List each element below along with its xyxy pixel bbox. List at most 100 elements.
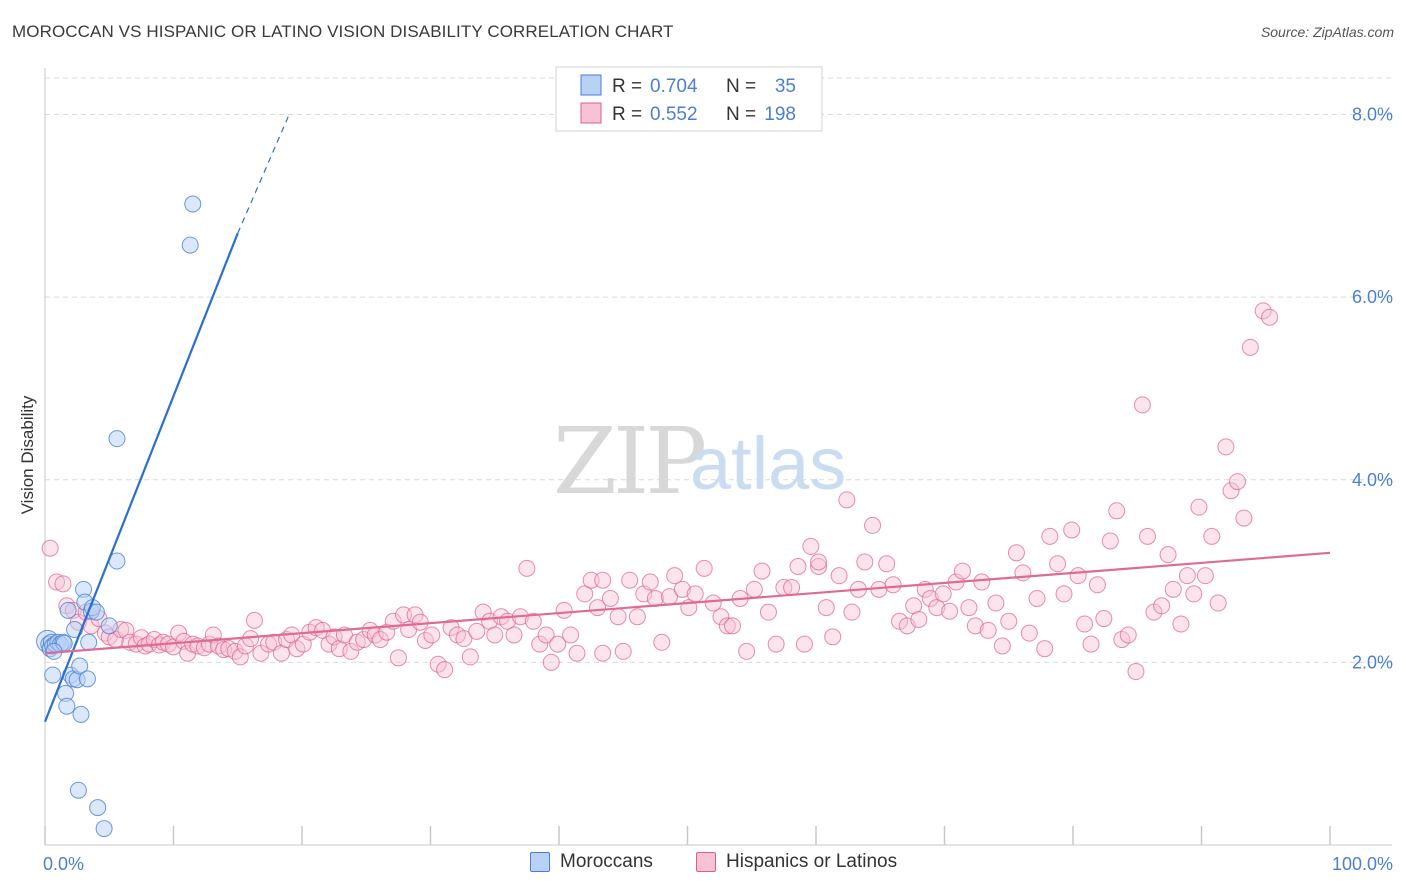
hispanic-point bbox=[549, 635, 567, 653]
tick-labels: 2.0% 4.0% 6.0% 8.0% 0.0% 100.0% Vision Disabil… bbox=[18, 105, 1393, 874]
y-tick-label: 8.0% bbox=[1352, 105, 1393, 125]
hispanic-point bbox=[686, 585, 704, 603]
hispanic-point bbox=[1076, 615, 1094, 633]
moroccan-point bbox=[89, 799, 107, 817]
hispanic-point bbox=[934, 585, 952, 603]
hispanic-point bbox=[609, 608, 627, 626]
hispanic-point bbox=[1127, 663, 1145, 681]
hispanic-point bbox=[1036, 640, 1054, 658]
hispanic-point bbox=[712, 608, 730, 626]
y-tick-label: 2.0% bbox=[1352, 652, 1393, 672]
hispanic-point bbox=[1172, 615, 1190, 633]
hispanic-point bbox=[1261, 308, 1279, 326]
hispanic-point bbox=[54, 575, 72, 593]
x-tick-label-max: 100.0% bbox=[1332, 854, 1393, 874]
hispanic-point bbox=[468, 622, 486, 640]
hispanic-points bbox=[41, 302, 1279, 681]
hispanic-point bbox=[505, 626, 523, 644]
hispanic-point bbox=[1101, 532, 1119, 550]
hispanic-point bbox=[795, 635, 813, 653]
hispanic-point bbox=[1095, 610, 1113, 628]
hispanic-point bbox=[810, 553, 828, 571]
legend-label-moroccans: Moroccans bbox=[560, 851, 653, 872]
hispanic-point bbox=[856, 553, 874, 571]
hispanic-point bbox=[973, 573, 991, 591]
hispanic-point bbox=[1007, 544, 1025, 562]
hispanic-point bbox=[695, 559, 713, 577]
r-value: 0.552 bbox=[650, 104, 698, 125]
legend-label-hispanics: Hispanics or Latinos bbox=[726, 851, 898, 872]
legend-item-moroccans[interactable]: Moroccans bbox=[530, 851, 653, 873]
hispanic-point bbox=[1088, 576, 1106, 594]
hispanic-point bbox=[576, 585, 594, 603]
hispanic-point bbox=[1196, 567, 1214, 585]
hispanic-point bbox=[1241, 338, 1259, 356]
moroccan-point bbox=[44, 666, 62, 684]
hispanic-point bbox=[614, 642, 632, 660]
stats-legend: R = 0.704 N = 35 R = 0.552 N = 198 bbox=[555, 66, 823, 132]
moroccan-point bbox=[69, 781, 87, 799]
hispanic-point bbox=[1209, 594, 1227, 612]
hispanic-point bbox=[474, 603, 492, 621]
hispanic-point bbox=[537, 626, 555, 644]
hispanic-point bbox=[838, 491, 856, 509]
hispanic-point bbox=[987, 594, 1005, 612]
hispanic-point bbox=[979, 621, 997, 639]
hispanic-point bbox=[1235, 509, 1253, 527]
hispanic-point bbox=[48, 573, 66, 591]
hispanic-point bbox=[966, 617, 984, 635]
hispanic-point bbox=[423, 626, 441, 644]
hispanic-point bbox=[455, 630, 473, 648]
n-value: 35 bbox=[775, 76, 796, 97]
hispanic-point bbox=[378, 623, 396, 641]
hispanic-point bbox=[594, 571, 612, 589]
moroccan-point bbox=[71, 657, 89, 675]
moroccan-point bbox=[58, 697, 76, 715]
hispanic-point bbox=[531, 635, 549, 653]
hispanic-point bbox=[1190, 498, 1208, 516]
hispanic-point bbox=[342, 642, 360, 660]
hispanic-trend-line bbox=[44, 551, 1331, 655]
hispanic-point bbox=[1108, 502, 1126, 520]
hispanic-point bbox=[170, 624, 188, 642]
moroccan-point bbox=[181, 236, 199, 254]
hispanic-point bbox=[910, 610, 928, 628]
hispanic-point bbox=[1133, 396, 1151, 414]
n-label: N = bbox=[726, 76, 756, 97]
hispanic-point bbox=[1069, 567, 1087, 585]
hispanic-point bbox=[621, 571, 639, 589]
hispanic-point bbox=[723, 617, 741, 635]
y-tick-label: 4.0% bbox=[1352, 470, 1393, 490]
hispanic-point bbox=[442, 619, 460, 637]
axes bbox=[44, 68, 1392, 846]
legend-item-hispanics[interactable]: Hispanics or Latinos bbox=[696, 851, 897, 873]
hispanic-point bbox=[389, 649, 407, 667]
moroccan-point bbox=[80, 633, 98, 651]
hispanic-point bbox=[802, 537, 820, 555]
hispanic-point bbox=[928, 599, 946, 617]
watermark-atlas: atlas bbox=[690, 422, 846, 505]
hispanic-point bbox=[960, 599, 978, 617]
hispanic-point bbox=[1222, 482, 1240, 500]
r-label: R = bbox=[612, 76, 642, 97]
trend-lines bbox=[43, 114, 1331, 723]
hispanic-point bbox=[767, 635, 785, 653]
hispanic-point bbox=[231, 648, 249, 666]
hispanic-point bbox=[1153, 597, 1171, 615]
moroccan-point bbox=[95, 820, 113, 838]
hispanic-point bbox=[1041, 527, 1059, 545]
moroccan-trend-extension bbox=[237, 114, 290, 234]
hispanic-point bbox=[589, 599, 607, 617]
hispanic-point bbox=[738, 642, 756, 660]
y-tick-label: 6.0% bbox=[1352, 287, 1393, 307]
hispanic-point bbox=[921, 589, 939, 607]
hispanic-point bbox=[601, 589, 619, 607]
hispanic-point bbox=[1000, 612, 1018, 630]
hispanic-point bbox=[673, 580, 691, 598]
hispanic-point bbox=[1159, 546, 1177, 564]
hispanic-point bbox=[753, 562, 771, 580]
hispanic-point bbox=[830, 567, 848, 585]
hispanic-point bbox=[555, 601, 573, 619]
hispanic-point bbox=[824, 628, 842, 646]
